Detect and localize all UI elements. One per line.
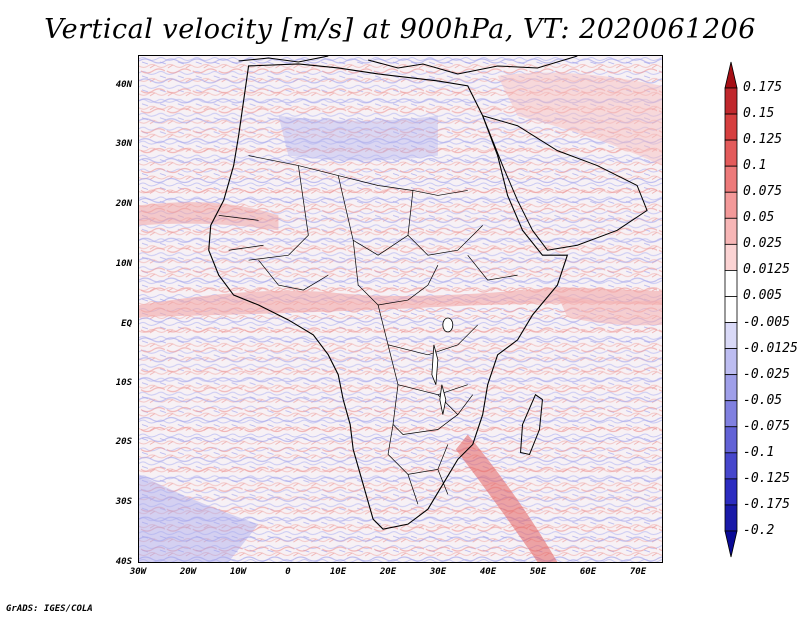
y-label-eq: EQ	[121, 319, 132, 329]
y-label-10n: 10N	[115, 259, 132, 269]
color-bar-swatch	[724, 139, 738, 167]
color-bar-label: -0.1	[743, 444, 775, 460]
color-bar-swatch	[724, 374, 738, 402]
color-bar-swatch	[724, 87, 738, 115]
x-label-50e: 50E	[529, 567, 547, 577]
color-bar-swatch	[724, 270, 738, 297]
y-label-40n: 40N	[115, 80, 132, 90]
color-bar-label: -0.025	[743, 366, 790, 382]
color-bar-label: -0.005	[743, 314, 790, 330]
y-label-10s: 10S	[115, 378, 132, 388]
color-bar-swatch	[724, 400, 738, 428]
color-bar-label: 0.0125	[743, 262, 790, 278]
color-bar-swatch	[724, 478, 738, 506]
color-bar-swatch	[724, 243, 738, 271]
x-label-60e: 60E	[579, 567, 597, 577]
color-bar-swatch	[724, 217, 738, 245]
color-bar-label: -0.075	[743, 418, 790, 434]
y-label-20s: 20S	[115, 437, 132, 447]
y-label-30n: 30N	[115, 139, 132, 149]
color-bar-label: 0.005	[743, 288, 783, 304]
color-bar-label: -0.0125	[743, 340, 798, 356]
color-bar-swatch	[724, 113, 738, 141]
y-label-30s: 30S	[115, 497, 132, 507]
plot-title: Vertical velocity [m/s] at 900hPa, VT: 2…	[44, 14, 756, 45]
x-label-20e: 20E	[379, 567, 397, 577]
color-bar-arrow-top	[724, 61, 738, 89]
y-label-40s: 40S	[115, 557, 132, 567]
color-bar-swatch	[724, 296, 738, 323]
color-bar-swatch	[724, 348, 738, 376]
color-bar-label: 0.1	[743, 158, 767, 174]
x-label-0: 0	[285, 567, 291, 577]
color-bar-swatch	[724, 504, 738, 532]
x-label-30w: 30W	[129, 567, 147, 577]
x-label-70e: 70E	[629, 567, 647, 577]
color-bar-label: 0.15	[743, 106, 775, 122]
color-bar-label: 0.175	[743, 80, 783, 95]
y-label-20n: 20N	[115, 199, 132, 209]
color-bar-label: -0.125	[743, 470, 790, 486]
color-bar-swatch	[724, 426, 738, 454]
x-label-10w: 10W	[229, 567, 247, 577]
x-label-20w: 20W	[179, 567, 197, 577]
vertical-velocity-map	[139, 56, 662, 562]
color-bar-label: -0.2	[743, 523, 775, 538]
color-bar-label: 0.125	[743, 132, 783, 148]
color-bar-arrow-bottom	[724, 530, 738, 558]
color-bar-swatch	[724, 322, 738, 349]
color-bar-label: 0.075	[743, 184, 783, 200]
grads-credit: GrADS: IGES/COLA	[6, 604, 93, 614]
color-bar-swatch	[724, 165, 738, 193]
x-label-10e: 10E	[329, 567, 347, 577]
color-bar-label: 0.025	[743, 236, 783, 252]
color-bar-swatch	[724, 452, 738, 480]
x-label-30e: 30E	[429, 567, 447, 577]
color-bar-label: 0.05	[743, 210, 775, 226]
x-label-40e: 40E	[479, 567, 497, 577]
map-plot-area	[138, 55, 663, 563]
color-bar-label: -0.175	[743, 496, 790, 512]
color-bar-swatch	[724, 191, 738, 219]
color-bar-label: -0.05	[743, 392, 783, 408]
